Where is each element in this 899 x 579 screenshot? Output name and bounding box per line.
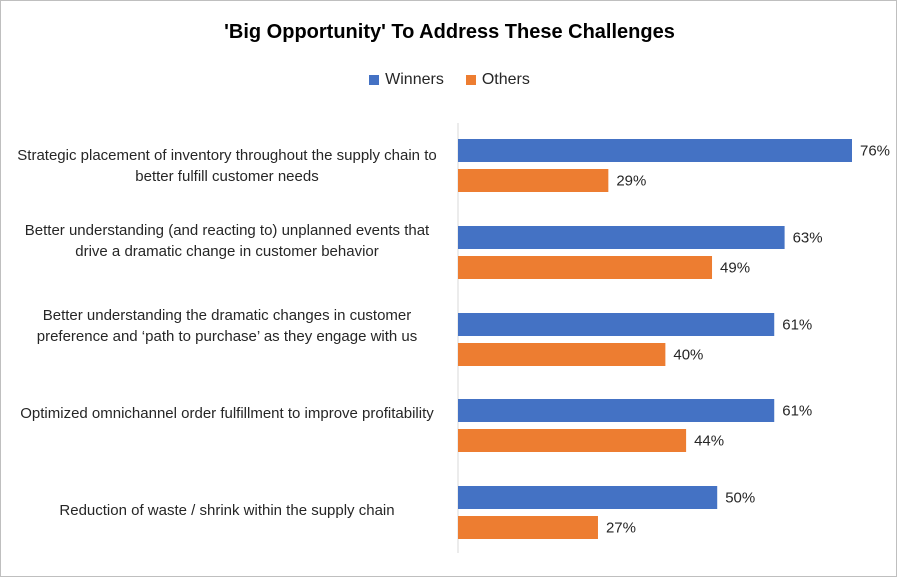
bar-others-2 <box>458 256 713 279</box>
legend-item-others: Others <box>465 71 530 89</box>
bar-winners-1 <box>458 139 852 162</box>
data-label-winners-1: 76% <box>860 143 890 160</box>
bar-winners-5 <box>458 486 718 509</box>
legend: Winners Others <box>1 71 898 89</box>
legend-item-winners: Winners <box>369 71 444 89</box>
bar-winners-3 <box>458 313 775 336</box>
data-label-others-5: 27% <box>606 520 636 537</box>
category-label-2: Better understanding (and reacting to) u… <box>24 222 430 260</box>
category-label-5: Reduction of waste / shrink within the s… <box>59 502 395 519</box>
data-label-others-4: 44% <box>694 433 724 450</box>
bar-winners-4 <box>458 399 775 422</box>
data-label-winners-3: 61% <box>782 317 812 334</box>
category-label-1: Strategic placement of inventory through… <box>17 147 437 185</box>
bar-others-1 <box>458 169 609 192</box>
category-label-4: Optimized omnichannel order fulfillment … <box>20 405 434 422</box>
legend-label-winners: Winners <box>385 71 444 88</box>
data-label-others-1: 29% <box>616 173 646 190</box>
data-label-winners-2: 63% <box>793 230 823 247</box>
data-label-winners-4: 61% <box>782 403 812 420</box>
bar-others-3 <box>458 343 666 366</box>
legend-swatch-others <box>465 75 476 85</box>
chart-title: 'Big Opportunity' To Address These Chall… <box>224 21 675 43</box>
data-label-others-2: 49% <box>720 260 750 277</box>
legend-label-others: Others <box>481 71 530 88</box>
category-label-3: Better understanding the dramatic change… <box>36 307 418 345</box>
legend-swatch-winners <box>369 75 380 85</box>
data-label-winners-5: 50% <box>725 490 755 507</box>
bar-others-5 <box>458 516 598 539</box>
bar-others-4 <box>458 429 687 452</box>
data-label-others-3: 40% <box>673 347 703 364</box>
bar-winners-2 <box>458 226 785 249</box>
